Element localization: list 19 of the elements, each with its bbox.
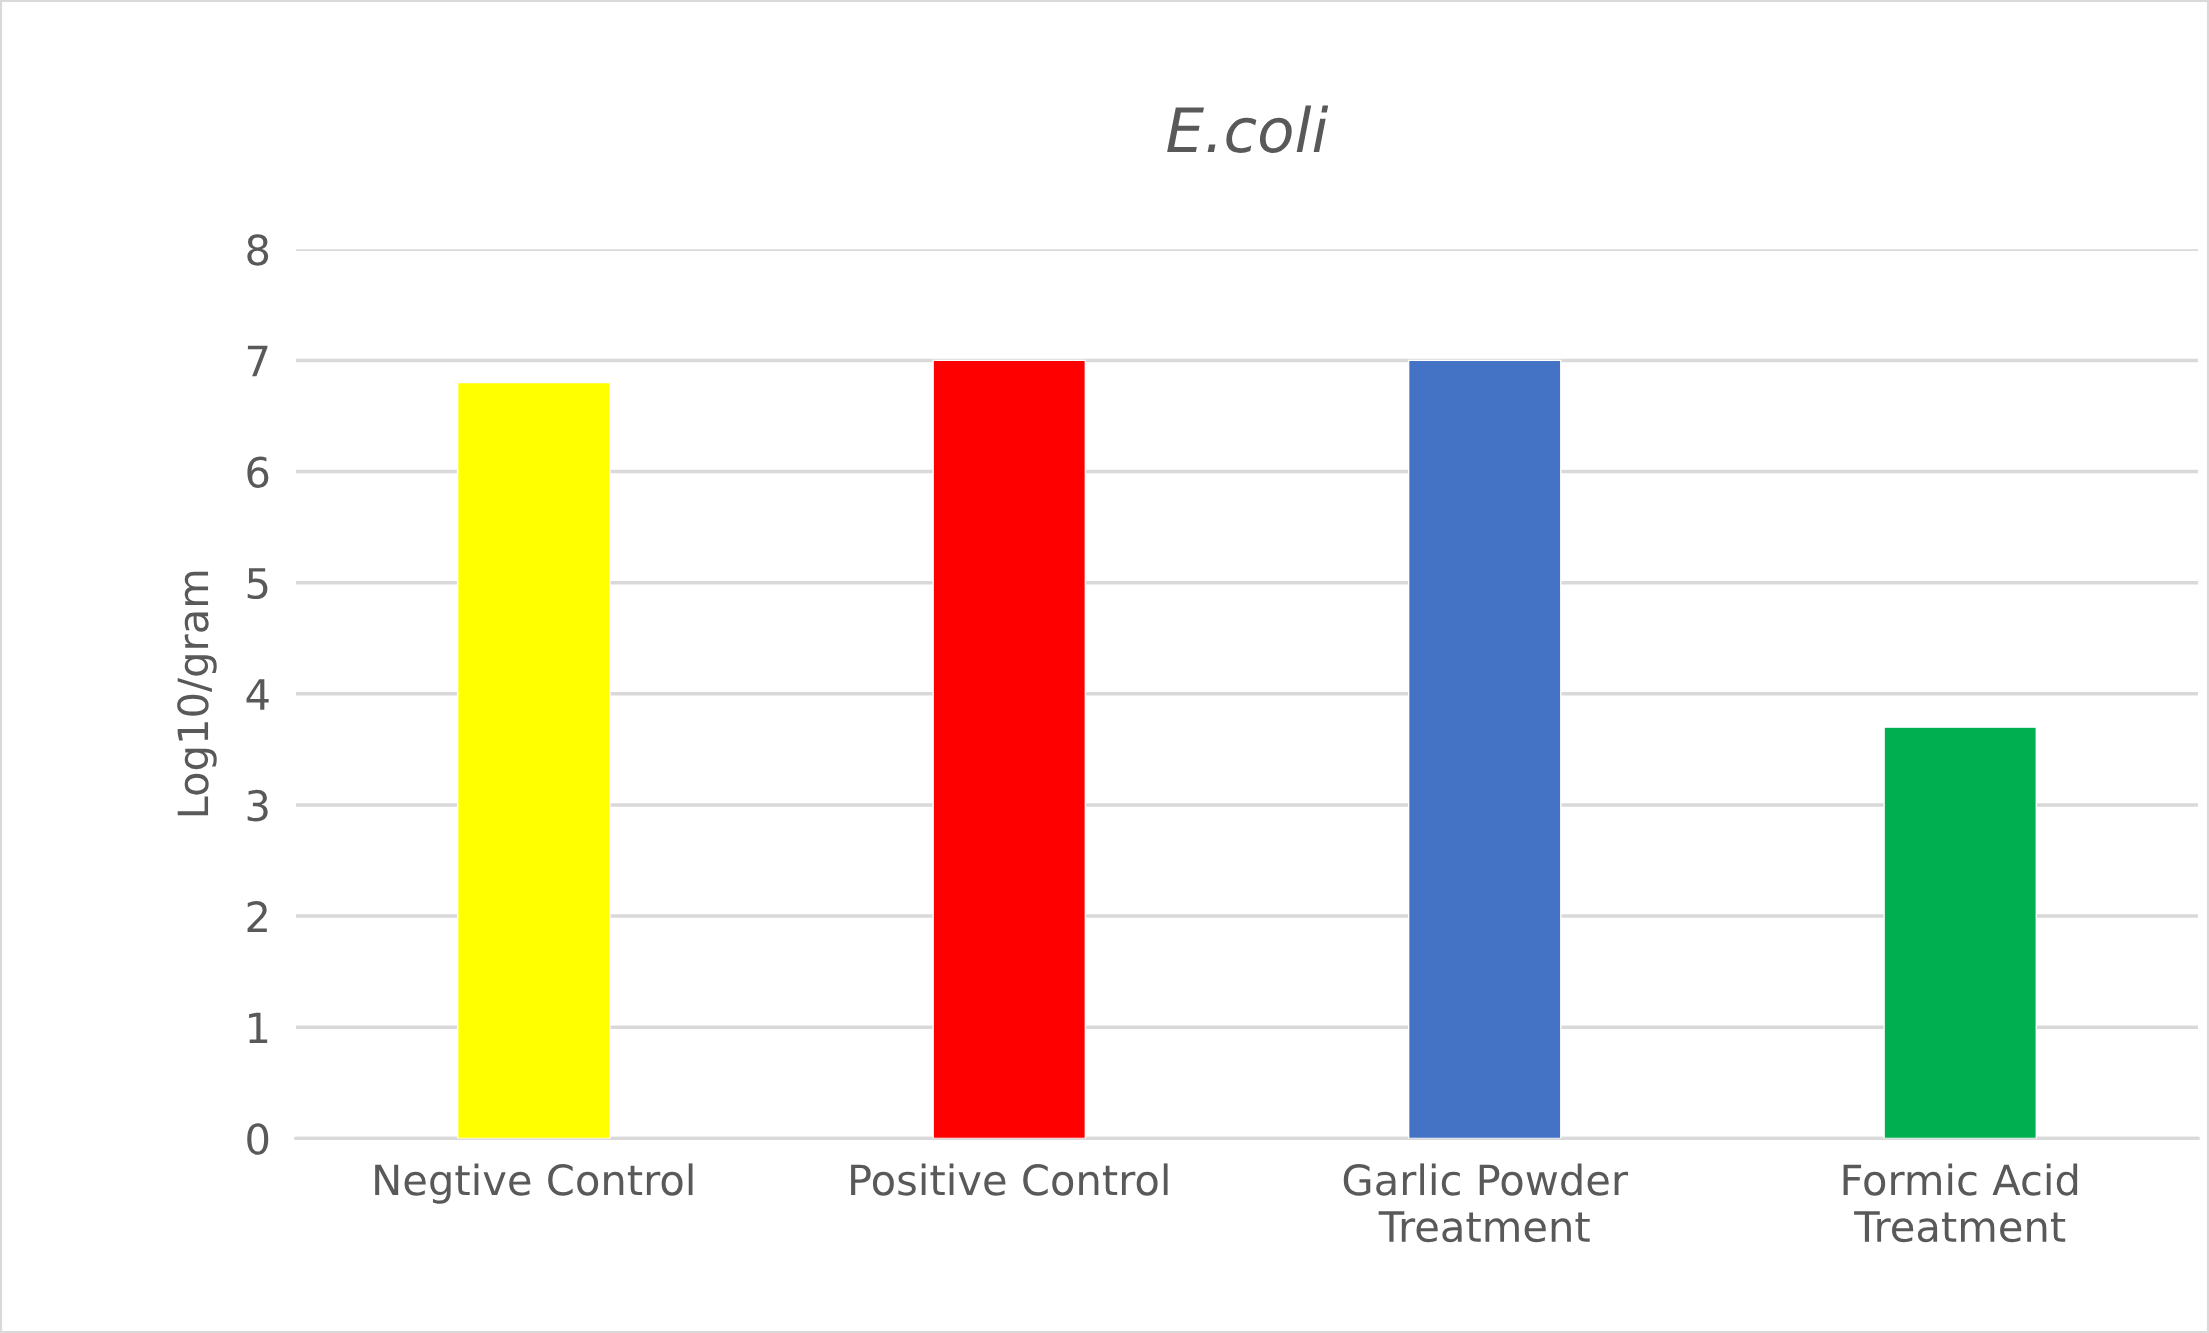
- y-tick-label: 5: [247, 568, 268, 600]
- y-tick-label: 3: [247, 789, 268, 822]
- bar: [1883, 726, 2037, 1139]
- y-tick-label: 6: [247, 456, 269, 488]
- x-tick-label: Formic Acid Treatment: [1843, 1163, 2078, 1243]
- y-tick-label: 2: [247, 901, 267, 932]
- bar: [932, 359, 1087, 1139]
- x-tick-label: Garlic Powder Treatment: [1343, 1163, 1629, 1243]
- y-tick-label: 4: [246, 679, 269, 710]
- x-tick-label: Positive Control: [851, 1163, 1168, 1196]
- y-tick-label: 7: [247, 345, 268, 377]
- y-tick-label: 0: [247, 1123, 269, 1155]
- bar: [456, 381, 611, 1139]
- y-tick-label: 8: [247, 234, 269, 266]
- y-tick-label: 1: [249, 1012, 268, 1044]
- chart-title: E.coli: [1167, 105, 1329, 153]
- y-axis-title: Log10/gram: [177, 571, 217, 816]
- bar: [1407, 359, 1562, 1139]
- x-tick-label: Negtive Control: [375, 1163, 693, 1204]
